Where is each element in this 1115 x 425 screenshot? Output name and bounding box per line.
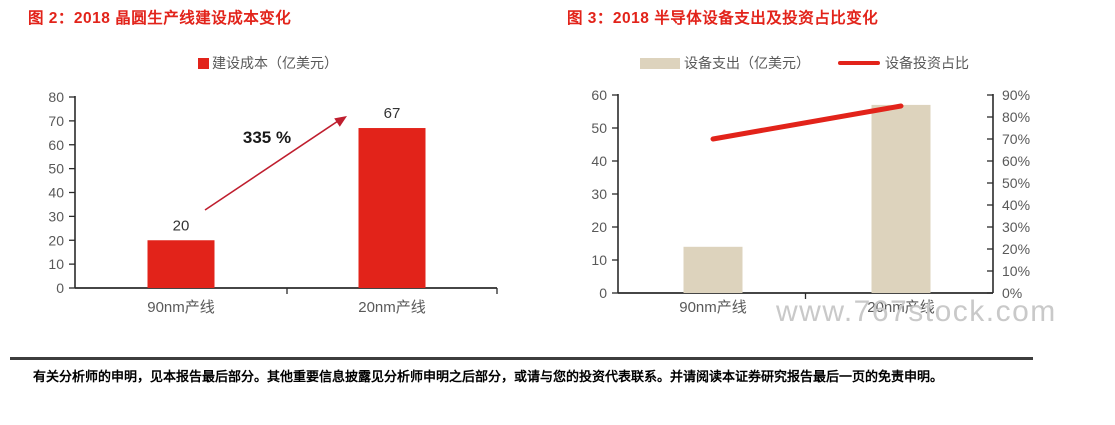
chart-text: 10 xyxy=(591,252,607,268)
legend-red-line-swatch xyxy=(838,60,880,66)
growth-arrow-line xyxy=(204,120,339,211)
investment-ratio-line xyxy=(710,103,904,142)
chart-text: 30% xyxy=(1002,219,1030,235)
growth-arrow-head xyxy=(334,116,347,127)
legend-label-construction-cost: 建设成本（亿美元） xyxy=(212,55,338,71)
footer-divider xyxy=(10,357,1033,360)
chart-text: 30 xyxy=(48,208,64,224)
figure2-legend: 建设成本（亿美元） xyxy=(198,53,338,73)
chart-text: 40 xyxy=(591,153,607,169)
chart-text: 90% xyxy=(1002,87,1030,103)
chart-text: 60% xyxy=(1002,153,1030,169)
chart-text: 70% xyxy=(1002,131,1030,147)
bar-90nm产线 xyxy=(147,240,215,288)
figure3-title: 图 3：2018 半导体设备支出及投资占比变化 xyxy=(567,10,879,27)
figure3-legend: 设备支出（亿美元） 设备投资占比 xyxy=(640,53,969,73)
chart-text: 67 xyxy=(384,105,401,122)
chart-text: 60 xyxy=(591,87,607,103)
chart-text: 20nm产线 xyxy=(358,299,426,316)
disclaimer-text: 有关分析师的申明，见本报告最后部分。其他重要信息披露见分析师申明之后部分，或请与… xyxy=(33,369,944,384)
chart-text: 0 xyxy=(599,285,607,301)
chart-text: 10% xyxy=(1002,263,1030,279)
chart-text: 40% xyxy=(1002,197,1030,213)
bar-90nm产线 xyxy=(683,246,743,293)
figure3-bar-line-chart: 0 10 20 30 40 50 60 0% 10% 20% 30% 40% 50% 60% 70% 80% 9… xyxy=(591,87,1030,316)
chart-text: 90nm产线 xyxy=(147,299,215,316)
figure2-title: 图 2：2018 晶圆生产线建设成本变化 xyxy=(28,10,292,27)
chart-text: 30 xyxy=(591,186,607,202)
chart-text: 70 xyxy=(48,113,64,129)
chart-text: 50 xyxy=(48,161,64,177)
chart-text: 60 xyxy=(48,137,64,153)
chart-text: 20 xyxy=(173,217,190,234)
chart-text: 20% xyxy=(1002,241,1030,257)
chart-text: 50% xyxy=(1002,175,1030,191)
figure2-bar-chart: 0 10 20 30 40 50 60 70 80 20 90nm产线 67 20nm产线 335 % xyxy=(48,89,498,316)
chart-text: 335 % xyxy=(243,128,291,147)
legend-tan-bar-swatch xyxy=(640,57,680,69)
chart-text: 0% xyxy=(1002,285,1022,301)
legend-label-equipment-spend: 设备支出（亿美元） xyxy=(684,55,810,71)
chart-text: 80% xyxy=(1002,109,1030,125)
bar-20nm产线 xyxy=(358,128,426,288)
chart-text: 20nm产线 xyxy=(867,299,935,316)
legend-red-bar-swatch xyxy=(198,57,209,69)
chart-text: 20 xyxy=(48,232,64,248)
chart-text: 80 xyxy=(48,89,64,105)
chart-text: 40 xyxy=(48,185,64,201)
chart-text: 90nm产线 xyxy=(679,299,747,316)
chart-text: 50 xyxy=(591,120,607,136)
chart-text: 10 xyxy=(48,256,64,272)
watermark: www.767stock.com xyxy=(776,295,1057,328)
legend-label-investment-ratio: 设备投资占比 xyxy=(885,55,969,71)
chart-text: 0 xyxy=(56,280,64,296)
bar-20nm产线 xyxy=(871,104,931,294)
chart-text: 20 xyxy=(591,219,607,235)
